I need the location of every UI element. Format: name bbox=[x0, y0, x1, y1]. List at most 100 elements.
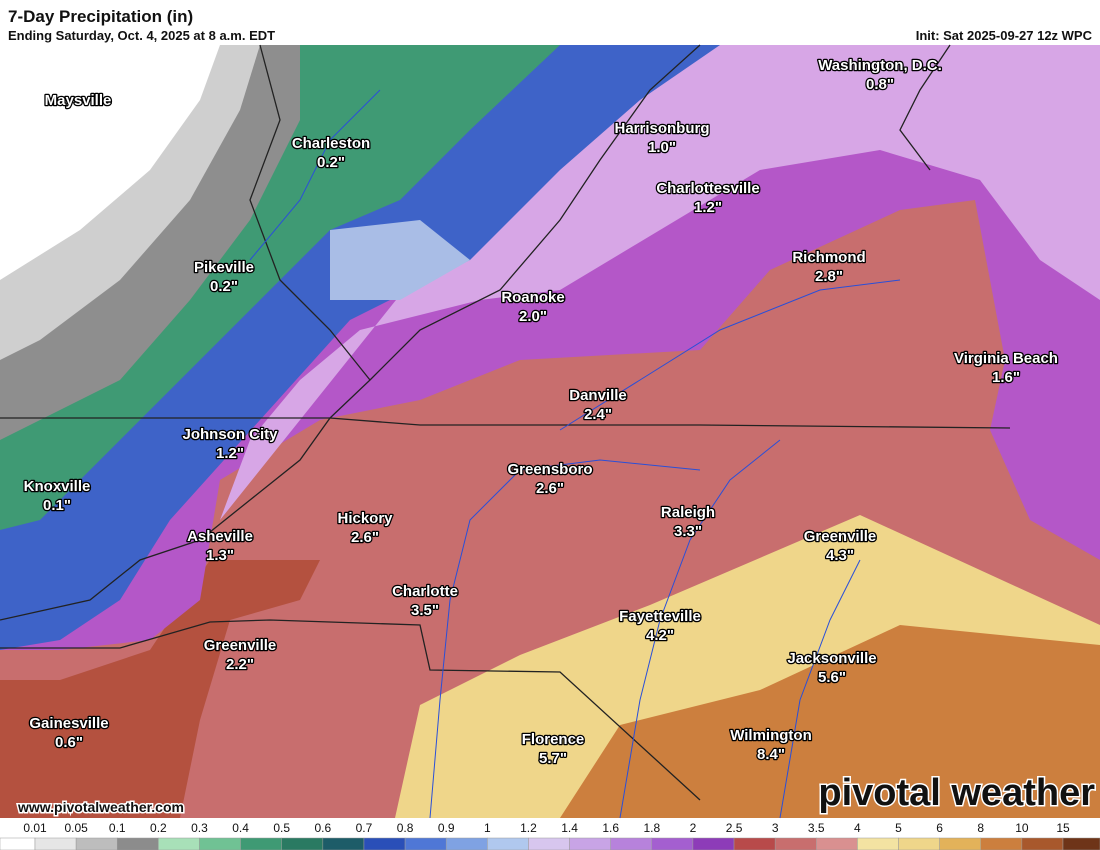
colorbar-swatch bbox=[404, 837, 447, 850]
city-name: Virginia Beach bbox=[954, 350, 1058, 367]
colorbar-swatch bbox=[487, 837, 529, 850]
colorbar-swatch bbox=[1021, 837, 1064, 850]
colorbar-label: 0.7 bbox=[356, 821, 373, 835]
city-value: 1.0" bbox=[648, 139, 676, 156]
city-name: Jacksonville bbox=[787, 650, 876, 667]
colorbar-label: 0.9 bbox=[438, 821, 455, 835]
colorbar-swatch bbox=[34, 837, 77, 850]
colorbar-label: 6 bbox=[936, 821, 943, 835]
city-value: 0.2" bbox=[210, 278, 238, 295]
city-value: 2.4" bbox=[584, 406, 612, 423]
colorbar-swatch bbox=[610, 837, 653, 850]
website: www.pivotalweather.com bbox=[17, 799, 184, 815]
city-value: 3.5" bbox=[411, 602, 439, 619]
colorbar-label: 8 bbox=[977, 821, 984, 835]
city-value: 2.0" bbox=[519, 308, 547, 325]
colorbar-swatch bbox=[733, 837, 776, 850]
colorbar-label: 1.4 bbox=[561, 821, 578, 835]
colorbar-label: 1.2 bbox=[520, 821, 537, 835]
city-value: 5.7" bbox=[539, 750, 567, 767]
city-value: 2.8" bbox=[815, 268, 843, 285]
colorbar-swatch bbox=[199, 837, 241, 850]
borders bbox=[0, 44, 1011, 801]
init-time: Init: Sat 2025-09-27 12z WPC bbox=[916, 28, 1093, 43]
colorbar-label: 0.4 bbox=[232, 821, 249, 835]
city-value: 5.6" bbox=[818, 669, 846, 686]
city-name: Washington, D.C. bbox=[818, 57, 942, 74]
colorbar-swatch bbox=[651, 837, 694, 850]
colorbar-label: 1.8 bbox=[643, 821, 660, 835]
colorbar-label: 0.6 bbox=[314, 821, 331, 835]
city-value: 8.4" bbox=[757, 746, 785, 763]
city-value: 0.2" bbox=[317, 154, 345, 171]
colorbar-label: 3 bbox=[772, 821, 779, 835]
city-value: 2.2" bbox=[226, 656, 254, 673]
rivers bbox=[249, 89, 901, 819]
city-value: 4.2" bbox=[646, 627, 674, 644]
precip-field bbox=[0, 45, 1100, 818]
city-value: 1.2" bbox=[694, 199, 722, 216]
colorbar-swatch bbox=[980, 837, 1023, 850]
subtitle: Ending Saturday, Oct. 4, 2025 at 8 a.m. … bbox=[8, 28, 275, 43]
colorbar-swatch bbox=[75, 837, 118, 850]
colorbar-label: 2.5 bbox=[726, 821, 743, 835]
colorbar-label: 15 bbox=[1056, 821, 1070, 835]
colorbar-label: 3.5 bbox=[808, 821, 825, 835]
city-value: 0.8" bbox=[866, 76, 894, 93]
city-name: Fayetteville bbox=[619, 608, 701, 625]
colorbar-label: 2 bbox=[690, 821, 697, 835]
city-name: Danville bbox=[569, 387, 627, 404]
city-value: 1.2" bbox=[216, 445, 244, 462]
city-name: Pikeville bbox=[194, 259, 254, 276]
city-value: 3.3" bbox=[674, 523, 702, 540]
colorbar-label: 5 bbox=[895, 821, 902, 835]
colorbar-swatch bbox=[898, 837, 940, 850]
city-name: Maysville bbox=[45, 92, 112, 109]
city-name: Roanoke bbox=[501, 289, 564, 306]
colorbar-swatch bbox=[692, 837, 735, 850]
colorbar-label: 4 bbox=[854, 821, 861, 835]
colorbar-swatch bbox=[816, 837, 858, 850]
city-name: Greenville bbox=[204, 637, 277, 654]
logo: pivotal weather bbox=[818, 772, 1095, 814]
colorbar-swatch bbox=[528, 837, 570, 850]
colorbar: 0.01 0.05 0.1 0.2 0.3 0.4 0.5 0.6 0.7 0.8 0.9 1 1.2 1… bbox=[0, 821, 1100, 850]
city-name: Greensboro bbox=[507, 461, 592, 478]
colorbar-swatch bbox=[569, 837, 611, 850]
city-value: 0.6" bbox=[55, 734, 83, 751]
colorbar-label: 10 bbox=[1015, 821, 1029, 835]
colorbar-label: 0.2 bbox=[150, 821, 167, 835]
colorbar-label: 0.1 bbox=[109, 821, 126, 835]
colorbar-swatch bbox=[1062, 837, 1100, 850]
colorbar-label: 0.5 bbox=[273, 821, 290, 835]
colorbar-label: 0.8 bbox=[397, 821, 414, 835]
colorbar-swatch bbox=[322, 837, 365, 850]
city-name: Gainesville bbox=[29, 715, 108, 732]
colorbar-label: 1.6 bbox=[602, 821, 619, 835]
colorbar-label: 0.3 bbox=[191, 821, 208, 835]
colorbar-swatch bbox=[281, 837, 324, 850]
colorbar-swatch bbox=[116, 837, 159, 850]
city-name: Harrisonburg bbox=[614, 120, 709, 137]
colorbar-swatch bbox=[0, 837, 36, 850]
title: 7-Day Precipitation (in) bbox=[8, 7, 193, 26]
city-name: Knoxville bbox=[24, 478, 91, 495]
city-value: 4.3" bbox=[826, 547, 854, 564]
city-value: 2.6" bbox=[536, 480, 564, 497]
colorbar-swatch bbox=[774, 837, 817, 850]
colorbar-label: 1 bbox=[484, 821, 491, 835]
city-name: Greenville bbox=[804, 528, 877, 545]
city-name: Charleston bbox=[292, 135, 370, 152]
city-name: Wilmington bbox=[730, 727, 812, 744]
city-value: 2.6" bbox=[351, 529, 379, 546]
city-value: 0.1" bbox=[43, 497, 71, 514]
colorbar-label: 0.05 bbox=[64, 821, 88, 835]
city-value: 1.6" bbox=[992, 369, 1020, 386]
colorbar-swatch bbox=[158, 837, 200, 850]
city-name: Charlottesville bbox=[656, 180, 759, 197]
city-name: Raleigh bbox=[661, 504, 715, 521]
city-name: Florence bbox=[522, 731, 585, 748]
colorbar-swatch bbox=[445, 837, 488, 850]
colorbar-label: 0.01 bbox=[23, 821, 47, 835]
